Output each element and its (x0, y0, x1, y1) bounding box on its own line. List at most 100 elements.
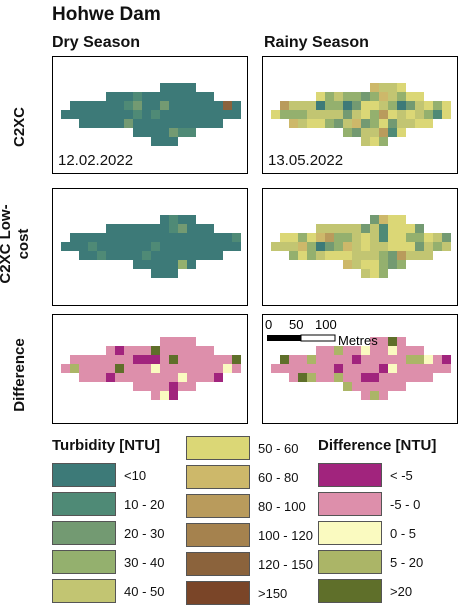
raster-cell (433, 355, 442, 364)
raster-cell (97, 355, 106, 364)
raster-cell (214, 364, 223, 373)
raster-cell (280, 101, 289, 110)
raster-cell (352, 101, 361, 110)
raster-lowcost-rainy (271, 215, 451, 278)
raster-cell (424, 373, 433, 382)
raster-cell (196, 224, 205, 233)
raster-cell (298, 251, 307, 260)
raster-cell (289, 364, 298, 373)
raster-cell (160, 382, 169, 391)
raster-cell (316, 373, 325, 382)
raster-lowcost-dry (61, 215, 241, 278)
raster-cell (223, 110, 232, 119)
raster-cell (160, 224, 169, 233)
raster-cell (307, 355, 316, 364)
raster-cell (388, 128, 397, 137)
raster-cell (115, 110, 124, 119)
raster-cell (397, 242, 406, 251)
raster-cell (316, 355, 325, 364)
raster-cell (178, 119, 187, 128)
raster-cell (325, 346, 334, 355)
raster-cell (352, 119, 361, 128)
raster-cell (187, 128, 196, 137)
raster-cell (124, 373, 133, 382)
raster-cell (280, 233, 289, 242)
raster-cell (133, 128, 142, 137)
raster-cell (187, 364, 196, 373)
raster-cell (232, 364, 241, 373)
raster-cell (169, 260, 178, 269)
raster-cell (124, 92, 133, 101)
raster-cell (289, 355, 298, 364)
turbidity-legend-item: 40 - 50 (52, 578, 164, 604)
raster-cell (343, 110, 352, 119)
raster-cell (214, 110, 223, 119)
raster-cell (352, 110, 361, 119)
raster-cell (151, 128, 160, 137)
raster-cell (397, 355, 406, 364)
raster-cell (169, 346, 178, 355)
raster-cell (205, 224, 214, 233)
raster-cell (232, 110, 241, 119)
turbidity-legend-label: >150 (258, 585, 288, 601)
raster-cell (88, 364, 97, 373)
raster-cell (160, 251, 169, 260)
raster-cell (334, 110, 343, 119)
raster-cell (361, 224, 370, 233)
raster-cell (379, 269, 388, 278)
raster-cell (106, 373, 115, 382)
raster-cell (187, 355, 196, 364)
raster-cell (361, 260, 370, 269)
raster-cell (289, 242, 298, 251)
raster-cell (379, 373, 388, 382)
raster-cell (325, 251, 334, 260)
date-label-rainy: 13.05.2022 (268, 152, 344, 169)
raster-cell (379, 242, 388, 251)
raster-cell (79, 251, 88, 260)
raster-cell (115, 101, 124, 110)
raster-cell (232, 101, 241, 110)
map-panel-difference-rainy: 0 50 100 Metres (262, 314, 458, 424)
column-header-rainy: Rainy Season (264, 34, 369, 51)
turbidity-legend-swatch (186, 436, 250, 460)
raster-cell (214, 373, 223, 382)
turbidity-legend-item: 10 - 20 (52, 491, 164, 517)
raster-cell (178, 260, 187, 269)
raster-cell (142, 373, 151, 382)
raster-cell (397, 110, 406, 119)
turbidity-legend-item: 60 - 80 (186, 464, 298, 490)
raster-cell (352, 251, 361, 260)
raster-cell (415, 251, 424, 260)
raster-cell (370, 137, 379, 146)
raster-cell (298, 373, 307, 382)
raster-cell (343, 346, 352, 355)
raster-cell (334, 92, 343, 101)
raster-cell (178, 110, 187, 119)
raster-cell (160, 337, 169, 346)
raster-cell (361, 101, 370, 110)
raster-cell (151, 373, 160, 382)
raster-cell (124, 364, 133, 373)
raster-cell (160, 260, 169, 269)
raster-cell (142, 242, 151, 251)
raster-cell (88, 119, 97, 128)
raster-cell (133, 260, 142, 269)
raster-cell (379, 355, 388, 364)
raster-cell (97, 233, 106, 242)
raster-cell (196, 242, 205, 251)
raster-cell (370, 355, 379, 364)
scale-segment-black (267, 335, 301, 341)
raster-cell (142, 110, 151, 119)
raster-cell (106, 92, 115, 101)
raster-cell (70, 242, 79, 251)
raster-cell (298, 101, 307, 110)
raster-cell (379, 233, 388, 242)
raster-cell (406, 373, 415, 382)
raster-cell (352, 92, 361, 101)
raster-cell (388, 373, 397, 382)
raster-cell (370, 251, 379, 260)
raster-cell (352, 260, 361, 269)
map-panel-c2xc-rainy: 13.05.2022 (262, 56, 458, 174)
raster-cell (133, 101, 142, 110)
raster-cell (424, 251, 433, 260)
